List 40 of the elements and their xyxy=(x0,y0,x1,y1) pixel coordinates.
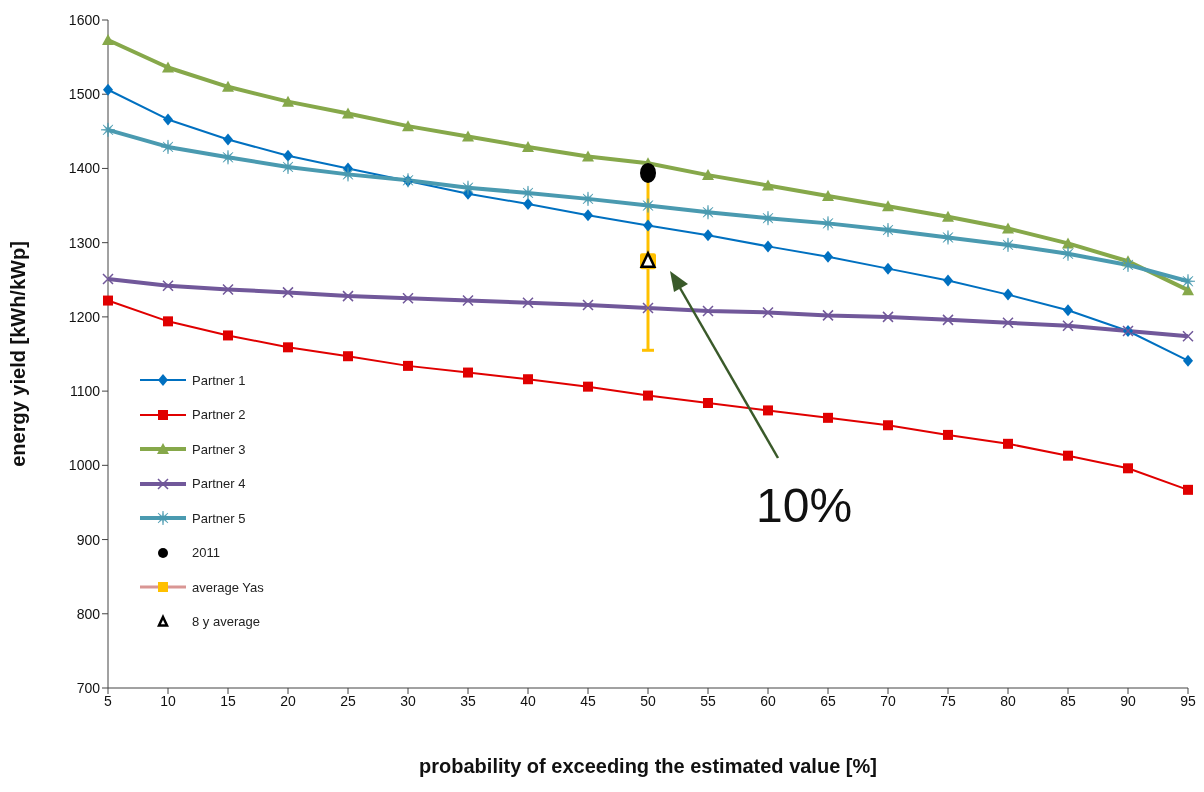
x-tick-label: 55 xyxy=(700,692,716,709)
legend-label: 8 y average xyxy=(192,614,260,630)
y-tick-label: 1600 xyxy=(68,11,101,28)
y-tick-label: 1400 xyxy=(68,160,101,177)
y-tick-label: 1500 xyxy=(68,86,101,103)
y-tick-label: 1000 xyxy=(68,457,101,474)
legend-label: Partner 5 xyxy=(192,510,246,526)
legend-label: average Yas xyxy=(192,579,264,595)
x-tick-label: 10 xyxy=(160,692,176,709)
x-tick-label: 65 xyxy=(820,692,836,709)
legend-label: Partner 3 xyxy=(192,441,246,457)
x-tick-label: 80 xyxy=(1000,692,1016,709)
y-tick-label: 700 xyxy=(76,679,101,696)
y-tick-label: 1300 xyxy=(68,234,101,251)
y-tick-label: 800 xyxy=(76,605,101,622)
x-tick-label: 25 xyxy=(340,692,356,709)
x-tick-label: 60 xyxy=(760,692,776,709)
legend-label: Partner 2 xyxy=(192,407,246,423)
annotation: 10% xyxy=(756,478,853,533)
x-tick-label: 95 xyxy=(1180,692,1196,709)
y-tick-label: 1100 xyxy=(69,383,101,400)
x-tick-label: 50 xyxy=(640,692,656,709)
y-tick-label: 1200 xyxy=(68,308,101,325)
x-tick-label: 5 xyxy=(104,692,113,709)
x-tick-label: 70 xyxy=(880,692,896,709)
legend-label: Partner 4 xyxy=(192,476,246,492)
x-tick-label: 20 xyxy=(280,692,296,709)
x-tick-label: 30 xyxy=(400,692,416,709)
x-tick-label: 90 xyxy=(1120,692,1136,709)
x-tick-label: 35 xyxy=(460,692,476,709)
x-tick-label: 45 xyxy=(580,692,596,709)
y-axis-title: energy yield [kWh/kWp] xyxy=(7,241,30,467)
x-tick-label: 15 xyxy=(220,692,236,709)
x-axis-title: probability of exceeding the estimated value [%] xyxy=(419,755,877,777)
x-tick-label: 40 xyxy=(520,692,536,709)
x-tick-label: 75 xyxy=(940,692,956,709)
legend-label: 2011 xyxy=(192,545,220,561)
legend-label: Partner 1 xyxy=(192,372,246,388)
y-tick-label: 900 xyxy=(76,531,101,548)
x-tick-label: 85 xyxy=(1060,692,1076,709)
